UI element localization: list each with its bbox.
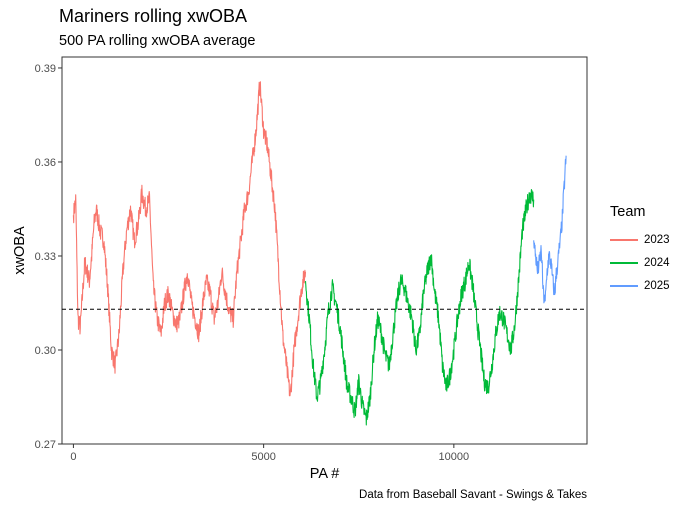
y-tick-label: 0.39 [35, 63, 56, 75]
legend-label-2023: 2023 [644, 233, 670, 246]
x-tick-label: 0 [70, 451, 76, 463]
legend-label-2024: 2024 [644, 256, 670, 269]
y-tick-label: 0.27 [35, 439, 56, 451]
x-tick-label: 5000 [251, 451, 275, 463]
legend-key-2023 [610, 238, 638, 241]
x-tick-label: 10000 [439, 451, 470, 463]
legend-item-2023: 2023 [610, 228, 670, 251]
legend-key-2025 [610, 284, 638, 287]
data-source-caption: Data from Baseball Savant - Swings & Tak… [359, 489, 587, 501]
y-tick-label: 0.36 [35, 157, 56, 169]
legend-item-2025: 2025 [610, 274, 670, 297]
plot-panel [61, 56, 588, 445]
legend-item-2024: 2024 [610, 251, 670, 274]
series-line-2024 [304, 189, 535, 426]
y-axis-title: xwOBA [12, 226, 28, 275]
legend-label-2025: 2025 [644, 279, 670, 292]
legend-key-2024 [610, 261, 638, 264]
y-tick-label: 0.33 [35, 251, 56, 263]
chart-subtitle: 500 PA rolling xwOBA average [59, 33, 256, 49]
series-line-2025 [533, 155, 567, 304]
y-tick-label: 0.30 [35, 345, 56, 357]
x-axis-title: PA # [310, 466, 340, 482]
legend-title: Team [610, 204, 646, 220]
series-line-2023 [72, 81, 307, 397]
legend: Team 2023 2024 2025 [610, 204, 670, 297]
chart-title: Mariners rolling xwOBA [59, 6, 248, 26]
